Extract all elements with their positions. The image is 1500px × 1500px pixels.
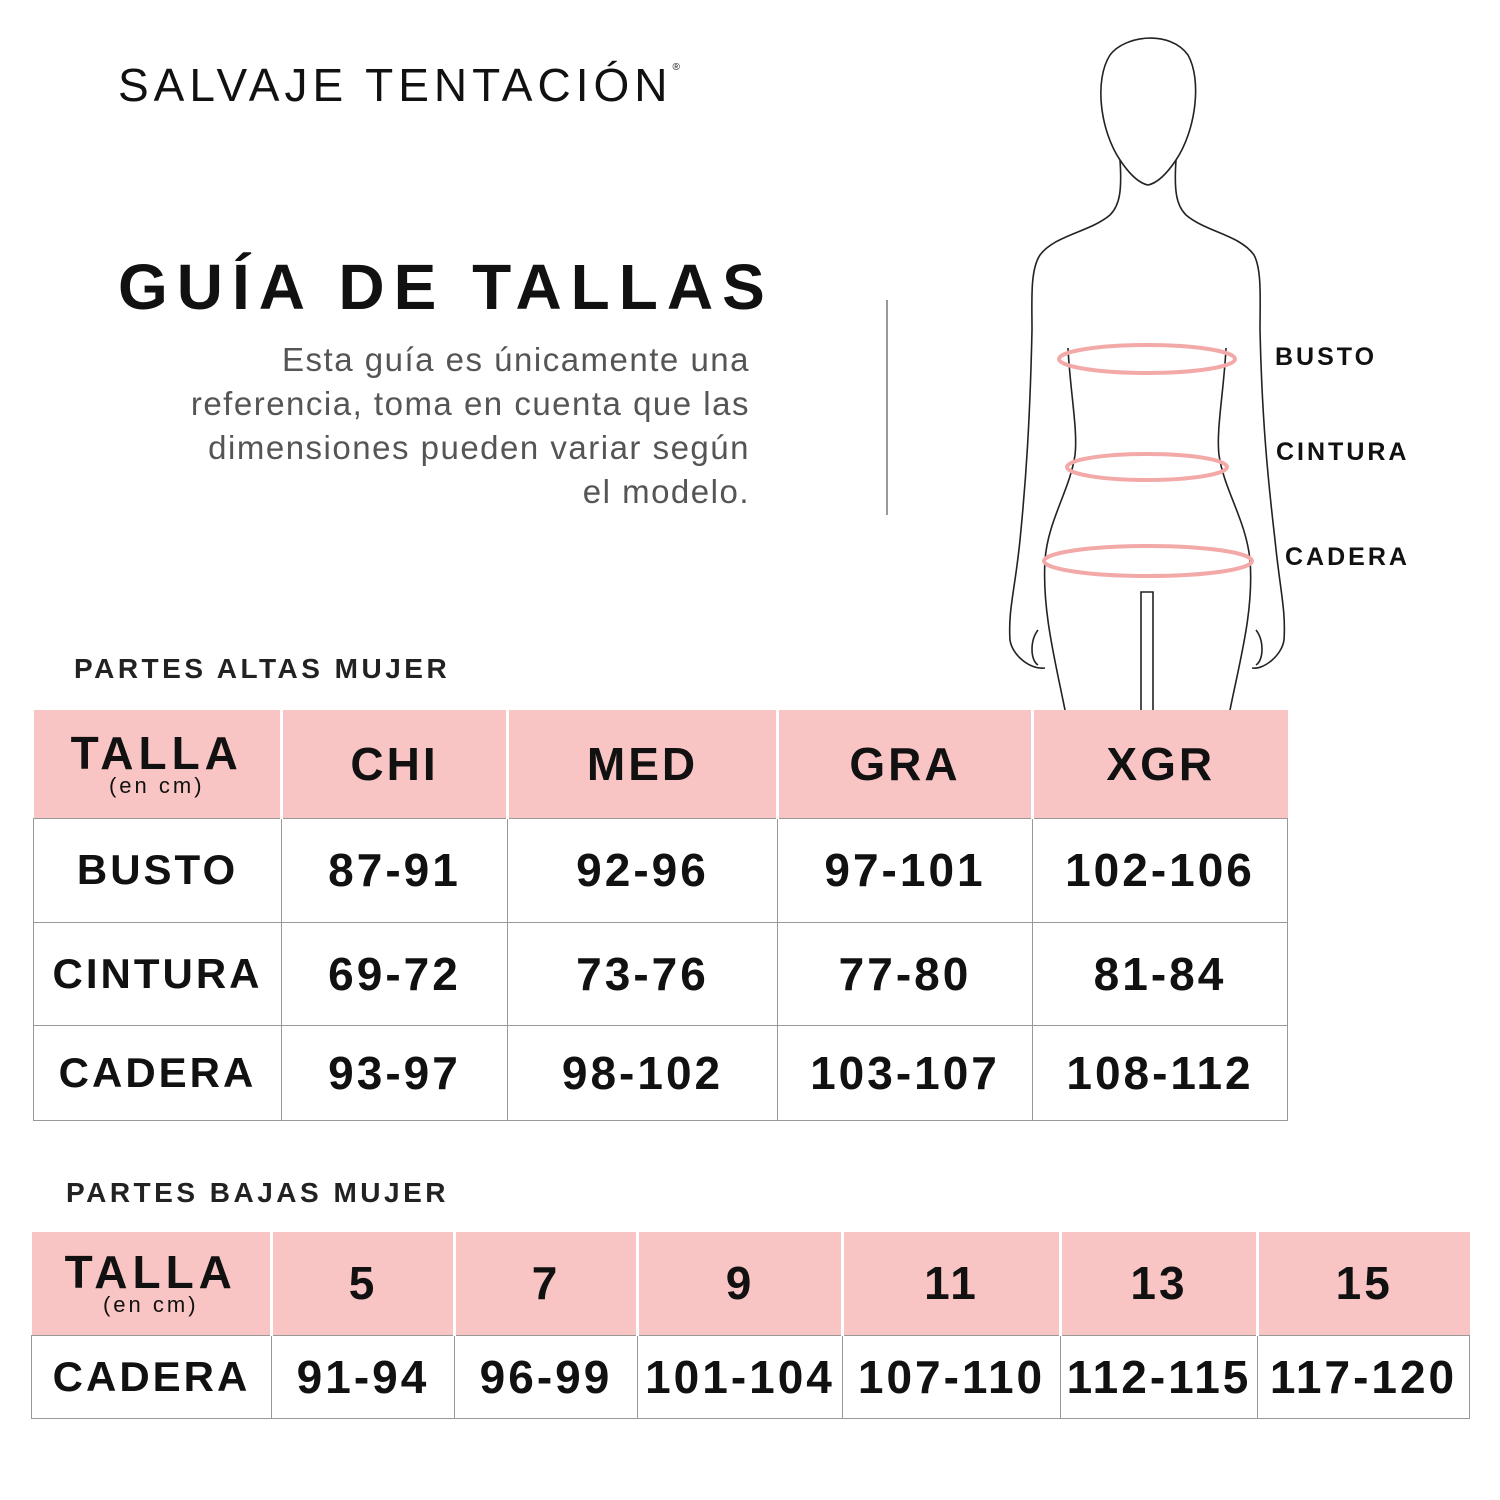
divider [886,300,888,515]
table-cell: 96-99 [454,1334,638,1419]
upper-section-title: PARTES ALTAS MUJER [74,653,451,684]
row-label: CADERA [33,1024,282,1121]
unit-label: (en cm) [108,772,205,798]
column-header: 7 [454,1232,639,1335]
description-line: referencia, toma en cuenta que las [190,385,750,422]
talla-header: TALLA (en cm) [33,710,283,818]
table-cell: 93-97 [281,1024,508,1121]
description-line: Esta guía es únicamente una [282,341,750,378]
label-busto: BUSTO [1275,343,1378,371]
table-cell: 112-115 [1060,1334,1258,1419]
registered-mark: ® [672,62,680,73]
table-row: BUSTO 87-91 92-96 97-101 102-106 [33,817,1288,923]
lower-section-title: PARTES BAJAS MUJER [66,1177,449,1208]
brand-logo: SALVAJE TENTACIÓN® [118,58,680,112]
talla-label: TALLA [64,1246,237,1299]
body-outline [1008,37,1286,711]
table-cell: 117-120 [1257,1334,1470,1419]
label-cintura: CINTURA [1276,438,1410,466]
table-header-row: TALLA (en cm) 5 7 9 11 13 15 [31,1232,1470,1335]
row-label: BUSTO [33,817,282,923]
talla-header: TALLA (en cm) [31,1232,273,1335]
measurement-rings [1042,343,1254,578]
table-cell: 81-84 [1032,921,1288,1026]
column-header: 13 [1060,1232,1259,1335]
column-header: GRA [777,710,1034,818]
description-line: dimensiones pueden variar según [208,429,750,466]
table-cell: 69-72 [281,921,508,1026]
description-line: el modelo. [582,473,750,510]
upper-size-table: TALLA (en cm) CHI MED GRA XGR BUSTO 87-91… [33,710,1288,1121]
table-cell: 102-106 [1032,817,1288,923]
column-header: 9 [637,1232,844,1335]
cintura-ring [1065,452,1229,482]
column-header: MED [507,710,779,818]
label-cadera: CADERA [1285,543,1410,571]
table-cell: 77-80 [777,921,1033,1026]
table-cell: 107-110 [842,1334,1061,1419]
table-cell: 103-107 [777,1024,1033,1121]
column-header: 5 [271,1232,456,1335]
column-header: XGR [1032,710,1288,818]
table-row: CADERA 93-97 98-102 103-107 108-112 [33,1024,1288,1121]
table-row: CINTURA 69-72 73-76 77-80 81-84 [33,921,1288,1026]
table-cell: 87-91 [281,817,508,923]
page-title: GUÍA DE TALLAS [118,251,774,323]
table-cell: 73-76 [507,921,778,1026]
table-cell: 92-96 [507,817,778,923]
row-label: CINTURA [33,921,282,1026]
table-row: CADERA 91-94 96-99 101-104 107-110 112-1… [31,1334,1470,1419]
table-cell: 91-94 [271,1334,455,1419]
row-label: CADERA [31,1334,272,1419]
cadera-ring [1042,544,1254,578]
brand-name: SALVAJE TENTACIÓN [118,59,673,111]
body-figure-illustration [1008,37,1286,711]
busto-ring [1057,343,1237,375]
unit-label: (en cm) [102,1292,199,1318]
column-header: 11 [842,1232,1062,1335]
column-header: CHI [281,710,509,818]
lower-size-table: TALLA (en cm) 5 7 9 11 13 15 CADERA 91-94… [31,1232,1470,1419]
table-cell: 108-112 [1032,1024,1288,1121]
table-cell: 98-102 [507,1024,778,1121]
table-cell: 101-104 [637,1334,843,1419]
column-header: 15 [1257,1232,1470,1335]
talla-label: TALLA [70,726,243,779]
table-cell: 97-101 [777,817,1033,923]
description: Esta guía es únicamente una referencia, … [50,338,750,514]
table-header-row: TALLA (en cm) CHI MED GRA XGR [33,710,1288,818]
